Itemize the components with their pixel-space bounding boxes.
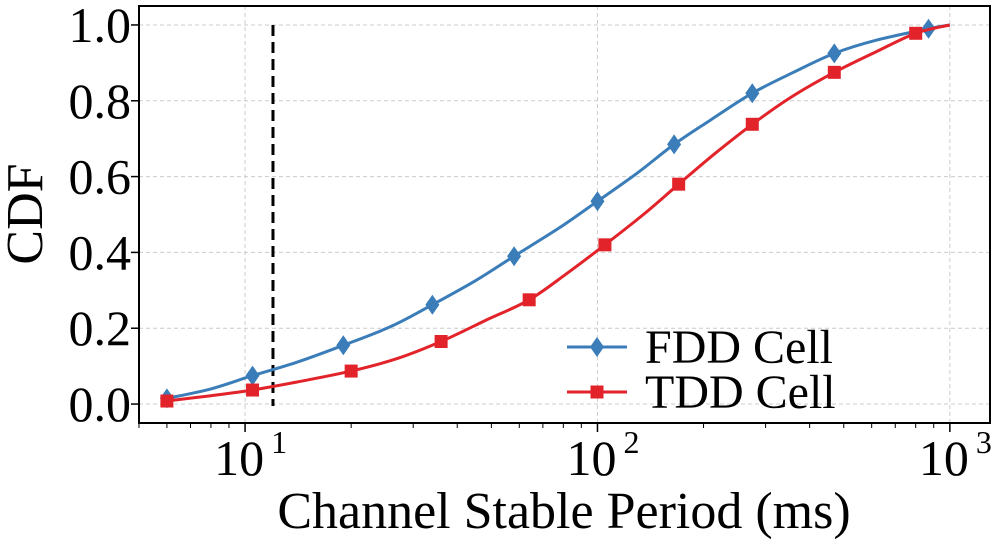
data-point (344, 364, 358, 378)
plot-frame (138, 5, 991, 424)
y-tick-label: 1.0 (69, 0, 132, 53)
data-point (598, 238, 612, 252)
legend-label: FDD Cell (645, 321, 833, 374)
legend-marker (590, 385, 604, 399)
data-point (434, 334, 448, 348)
series-tdd (160, 23, 951, 408)
legend-label: TDD Cell (645, 366, 836, 419)
x-axis-label: Channel Stable Period (ms) (277, 483, 850, 540)
data-point (745, 117, 759, 131)
data-point (667, 134, 682, 155)
ticks-layer: 0.00.20.40.60.81.010 1 10 2 10 3 (69, 0, 992, 486)
grid-lines (139, 6, 990, 423)
x-tick-label: 10 (214, 430, 264, 486)
x-tick-label: 10 (566, 430, 616, 486)
data-point (522, 293, 536, 307)
data-point (245, 365, 260, 386)
data-point (507, 246, 522, 267)
data-point (909, 26, 923, 40)
data-point (160, 394, 174, 408)
y-axis-label: CDF (0, 163, 54, 264)
y-tick-label: 0.8 (69, 73, 132, 129)
series-fdd (159, 18, 951, 409)
x-tick-exponent: 3 (976, 424, 992, 460)
y-tick-label: 0.2 (69, 300, 132, 356)
data-point (827, 43, 842, 64)
data-point (745, 83, 760, 104)
y-tick-label: 0.6 (69, 149, 132, 205)
data-point (246, 383, 260, 397)
y-tick-label: 0.4 (69, 224, 132, 280)
x-tick-exponent: 1 (271, 424, 287, 460)
data-point (672, 177, 686, 191)
data-point (590, 191, 605, 212)
data-point (827, 65, 841, 79)
x-tick-label: 10 (919, 430, 969, 486)
x-tick-exponent: 2 (623, 424, 639, 460)
data-point (336, 335, 351, 356)
legend-marker (590, 337, 604, 357)
y-tick-label: 0.0 (69, 376, 132, 432)
series-layer (159, 18, 951, 409)
data-point (425, 294, 440, 315)
